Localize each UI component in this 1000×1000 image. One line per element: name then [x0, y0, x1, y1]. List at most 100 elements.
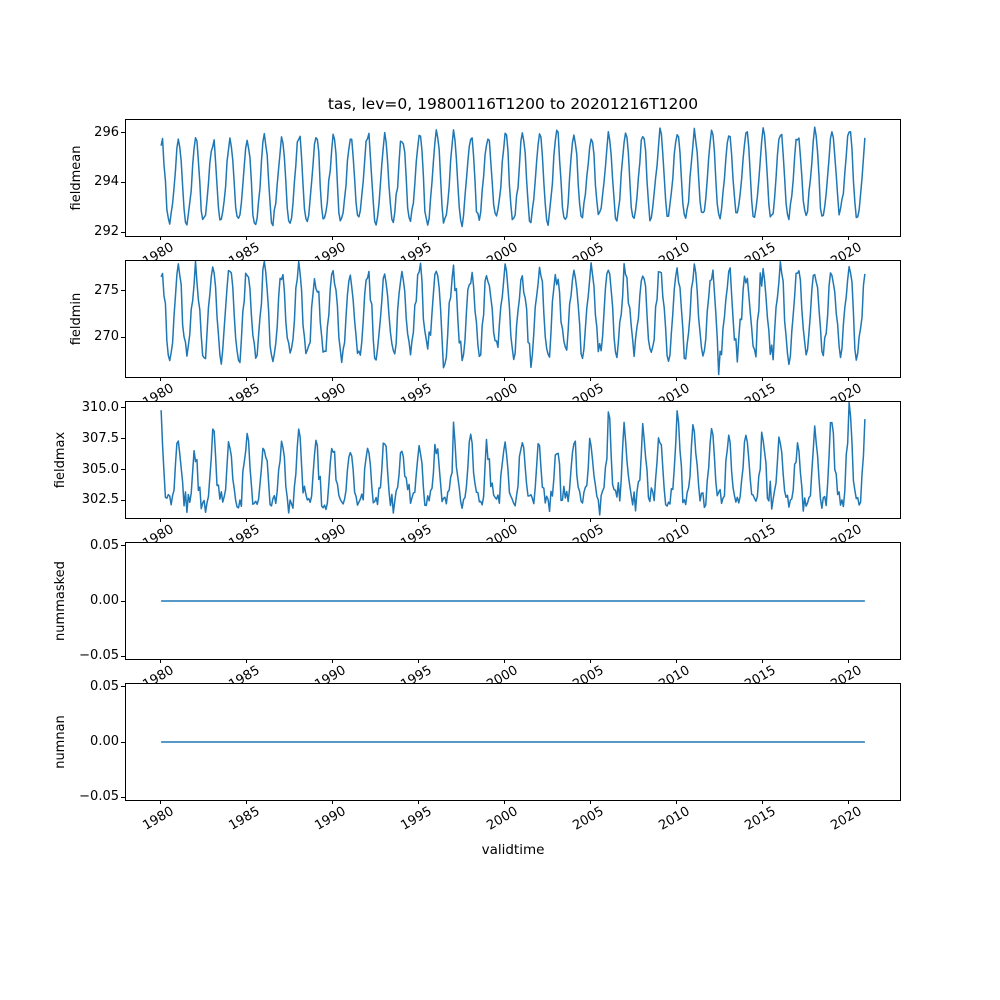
y-tick-label: −0.05: [79, 648, 119, 664]
axes-fieldmean: [125, 119, 901, 237]
x-tick-mark: [847, 659, 849, 663]
x-tick-mark: [245, 518, 247, 522]
x-tick-mark: [417, 518, 419, 522]
x-tick-mark: [761, 518, 763, 522]
x-tick-mark: [761, 659, 763, 663]
y-tick-label: 0.05: [90, 537, 119, 553]
y-tick-mark: [121, 231, 125, 233]
x-tick-mark: [417, 800, 419, 804]
y-tick-label: 305.0: [81, 461, 119, 477]
x-tick-label: 2015: [742, 804, 779, 834]
x-axis-label: validtime: [481, 842, 545, 858]
x-tick-mark: [503, 377, 505, 381]
y-tick-mark: [121, 741, 125, 743]
y-axis-label-fieldmax: fieldmax: [52, 431, 68, 489]
x-tick-mark: [159, 236, 161, 240]
x-tick-label: 1995: [398, 804, 435, 834]
x-tick-label: 2010: [656, 804, 693, 834]
x-tick-mark: [847, 377, 849, 381]
y-tick-label: 307.5: [81, 430, 119, 446]
axes-fieldmax: [125, 401, 901, 519]
x-tick-mark: [761, 377, 763, 381]
y-tick-mark: [121, 336, 125, 338]
x-tick-mark: [159, 377, 161, 381]
y-tick-label: 270: [94, 329, 119, 345]
x-tick-mark: [589, 800, 591, 804]
x-tick-mark: [331, 659, 333, 663]
x-tick-mark: [847, 800, 849, 804]
y-tick-label: 292: [94, 224, 119, 239]
x-tick-mark: [159, 659, 161, 663]
y-tick-mark: [121, 545, 125, 547]
x-tick-label: 2020: [828, 804, 865, 834]
y-tick-mark: [121, 290, 125, 292]
y-tick-label: −0.05: [79, 789, 119, 805]
y-tick-mark: [121, 796, 125, 798]
y-tick-label: 0.05: [90, 678, 119, 694]
y-tick-mark: [121, 499, 125, 501]
x-tick-label: 2000: [484, 804, 521, 834]
plot-title: tas, lev=0, 19800116T1200 to 20201216T12…: [327, 95, 699, 113]
x-tick-mark: [761, 800, 763, 804]
x-tick-mark: [503, 518, 505, 522]
x-tick-mark: [331, 518, 333, 522]
x-tick-label: 2005: [570, 804, 607, 834]
x-tick-mark: [589, 377, 591, 381]
x-tick-mark: [245, 377, 247, 381]
x-tick-mark: [503, 800, 505, 804]
y-tick-label: 0.00: [90, 593, 119, 608]
x-tick-mark: [589, 659, 591, 663]
axes-numnan: [125, 683, 901, 801]
x-tick-mark: [331, 800, 333, 804]
x-tick-mark: [675, 377, 677, 381]
series-line-fieldmin: [160, 261, 866, 376]
series-line-numnan: [161, 741, 865, 743]
y-tick-label: 275: [94, 282, 119, 298]
x-tick-mark: [417, 659, 419, 663]
y-tick-mark: [121, 438, 125, 440]
x-tick-mark: [417, 377, 419, 381]
y-tick-mark: [121, 655, 125, 657]
x-tick-mark: [159, 518, 161, 522]
x-tick-mark: [245, 659, 247, 663]
x-tick-mark: [331, 236, 333, 240]
y-tick-label: 310.0: [81, 399, 119, 415]
x-tick-mark: [761, 236, 763, 240]
x-tick-mark: [847, 236, 849, 240]
series-line-fieldmean: [160, 126, 866, 228]
series-line-fieldmax: [160, 402, 866, 516]
axes-nummasked: [125, 542, 901, 660]
x-tick-mark: [589, 236, 591, 240]
x-tick-label: 1985: [226, 804, 263, 834]
x-tick-mark: [675, 236, 677, 240]
x-tick-mark: [245, 236, 247, 240]
x-tick-mark: [675, 800, 677, 804]
y-tick-mark: [121, 686, 125, 688]
y-axis-label-fieldmean: fieldmean: [68, 145, 84, 211]
x-tick-label: 1980: [140, 804, 177, 834]
y-tick-label: 302.5: [81, 492, 119, 508]
y-tick-label: 296: [94, 124, 119, 140]
y-tick-mark: [121, 469, 125, 471]
axes-fieldmin: [125, 260, 901, 378]
x-tick-mark: [159, 800, 161, 804]
y-tick-label: 294: [94, 174, 119, 190]
x-tick-mark: [503, 659, 505, 663]
y-tick-mark: [121, 181, 125, 183]
series-line-nummasked: [161, 600, 865, 602]
x-tick-mark: [675, 518, 677, 522]
y-axis-label-fieldmin: fieldmin: [68, 292, 84, 346]
x-tick-mark: [589, 518, 591, 522]
x-tick-mark: [417, 236, 419, 240]
x-tick-mark: [503, 236, 505, 240]
y-tick-mark: [121, 407, 125, 409]
x-tick-mark: [331, 377, 333, 381]
x-tick-mark: [245, 800, 247, 804]
x-tick-mark: [847, 518, 849, 522]
y-axis-label-numnan: numnan: [52, 715, 68, 769]
y-tick-mark: [121, 132, 125, 134]
y-tick-mark: [121, 600, 125, 602]
y-tick-label: 0.00: [90, 734, 119, 749]
x-tick-mark: [675, 659, 677, 663]
